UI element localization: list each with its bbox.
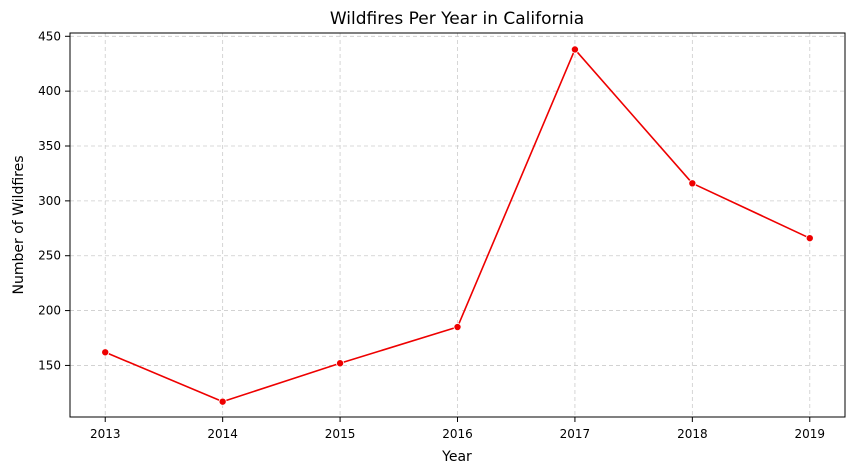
series-layer: [101, 45, 814, 406]
x-axis: 2013 2014 2015 2016 2017 2018 2019: [90, 417, 825, 441]
y-tick-label: 250: [38, 249, 61, 263]
x-tick-label: 2013: [90, 427, 121, 441]
y-tick-label: 300: [38, 194, 61, 208]
data-point: [336, 359, 345, 368]
y-tick-label: 350: [38, 139, 61, 153]
chart-title: Wildfires Per Year in California: [330, 9, 584, 29]
grid-lines: [70, 33, 845, 417]
data-point: [805, 234, 814, 243]
x-axis-title: Year: [441, 449, 472, 465]
y-tick-label: 150: [38, 358, 61, 372]
data-point: [101, 348, 110, 357]
x-tick-label: 2017: [560, 427, 591, 441]
y-tick-label: 450: [38, 29, 61, 43]
data-point: [453, 323, 462, 332]
y-axis: 150 200 250 300 350 400 450: [38, 29, 70, 372]
data-point: [218, 397, 227, 406]
x-tick-label: 2016: [442, 427, 473, 441]
data-point: [688, 179, 697, 188]
x-tick-label: 2019: [794, 427, 825, 441]
y-tick-label: 400: [38, 84, 61, 98]
x-tick-label: 2018: [677, 427, 708, 441]
y-tick-label: 200: [38, 304, 61, 318]
y-axis-title: Number of Wildfires: [11, 155, 27, 294]
data-point: [570, 45, 579, 54]
x-tick-label: 2014: [207, 427, 238, 441]
x-tick-label: 2015: [325, 427, 356, 441]
